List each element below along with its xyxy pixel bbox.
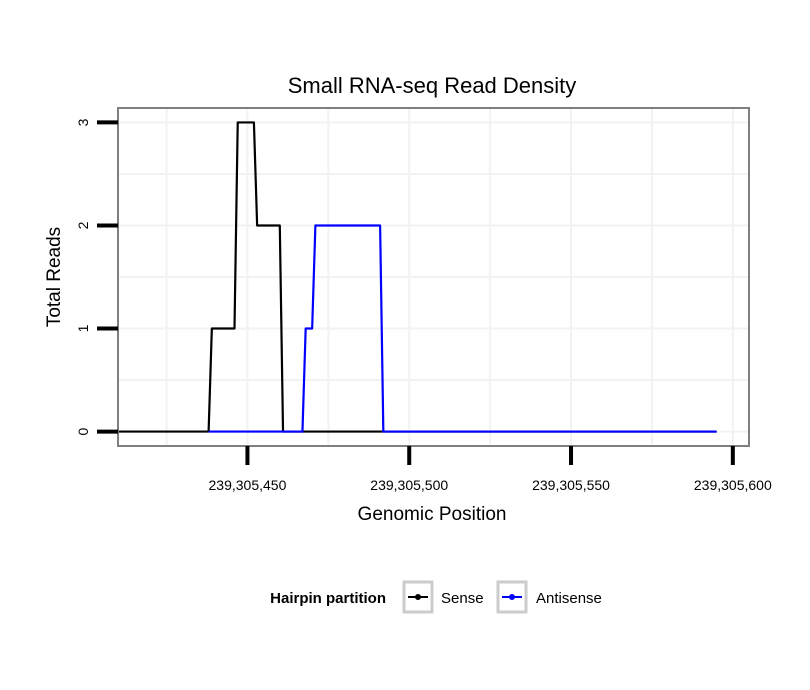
legend-label-sense: Sense xyxy=(441,590,484,607)
x-tick-label: 239,305,500 xyxy=(370,477,448,493)
x-axis: 239,305,450 239,305,500 239,305,550 239,305… xyxy=(209,446,772,493)
y-tick-label: 3 xyxy=(75,118,91,126)
x-tick-label: 239,305,450 xyxy=(209,477,287,493)
legend-title: Hairpin partition xyxy=(270,590,386,607)
y-axis: 0 1 2 3 xyxy=(75,118,118,435)
chart-title: Small RNA-seq Read Density xyxy=(288,73,577,98)
panel-border xyxy=(117,107,750,447)
y-tick-label: 0 xyxy=(75,427,91,435)
series-line-antisense xyxy=(208,224,717,433)
y-axis-title: Total Reads xyxy=(44,227,65,327)
legend-label-antisense: Antisense xyxy=(536,590,602,607)
legend-item-antisense: Antisense xyxy=(496,580,602,614)
legend: Hairpin partition Sense Antisense xyxy=(270,580,602,614)
x-axis-title: Genomic Position xyxy=(358,504,507,525)
grid xyxy=(118,108,749,446)
x-tick-label: 239,305,600 xyxy=(694,477,772,493)
x-tick-label: 239,305,550 xyxy=(532,477,610,493)
legend-dot-antisense xyxy=(509,594,515,600)
legend-dot-sense xyxy=(415,594,421,600)
y-tick-label: 1 xyxy=(75,324,91,332)
y-tick-label: 2 xyxy=(75,221,91,229)
legend-item-sense: Sense xyxy=(402,580,484,614)
series-layer xyxy=(118,121,717,433)
